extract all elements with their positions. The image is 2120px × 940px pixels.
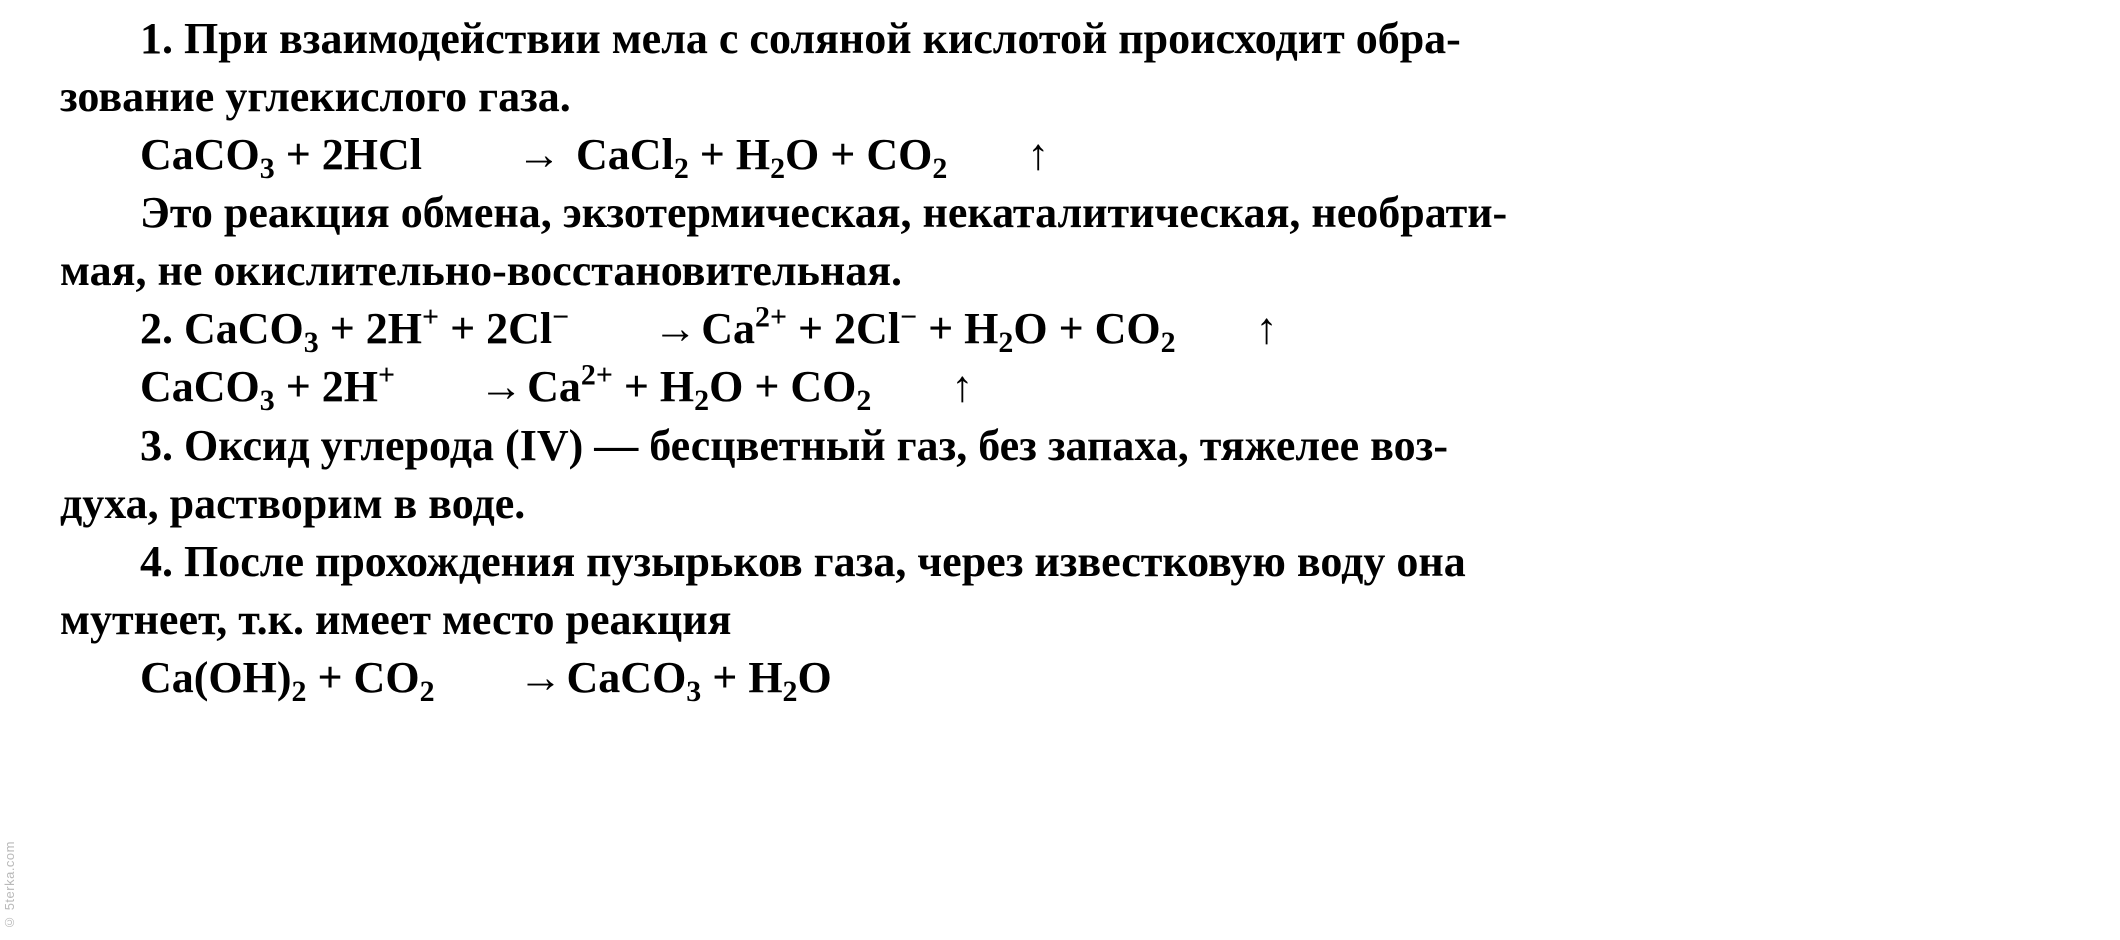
paragraph-3-line1: 3. Оксид углерода (IV) — бесцветный газ,… — [60, 417, 2080, 475]
eq2a-h2o: + H — [917, 304, 998, 353]
eq2a-cl2: + 2Cl — [787, 304, 900, 353]
eq2a-arrow: → — [569, 300, 701, 358]
eq1-rhs2: + H — [689, 130, 770, 179]
eq1-up: ↑ — [947, 126, 1049, 184]
eq1-lhs-sub: 3 — [260, 152, 275, 185]
eq4-rhs: CaCO — [567, 653, 687, 702]
eq2a-cl2-sup: − — [900, 301, 917, 334]
eq4-arrow: → — [435, 649, 567, 707]
eq2a-co2-sub: 2 — [1161, 326, 1176, 359]
equation-2b: CaCO3 + 2H+ → Ca2+ + H2O + CO2↑ — [60, 358, 2080, 416]
eq2a-h-sup: + — [422, 301, 439, 334]
paragraph-3-line2: духа, растворим в воде. — [60, 475, 2080, 533]
eq2a-ca: Ca — [701, 304, 755, 353]
eq2b-h-sup: + — [378, 359, 395, 392]
eq2b-h: + 2H — [275, 362, 378, 411]
paragraph-2-line1: Это реакция обмена, экзотермическая, нек… — [60, 184, 2080, 242]
equation-4: Ca(OH)2 + CO2 → CaCO3 + H2O — [60, 649, 2080, 707]
paragraph-1-line1: 1. При взаимодействии мела с соляной кис… — [60, 10, 2080, 68]
eq1-plus1: + 2HCl — [275, 130, 433, 179]
eq1-rhs2-sub: 2 — [770, 152, 785, 185]
paragraph-4-line1: 4. После прохождения пузырьков газа, чер… — [60, 533, 2080, 591]
eq4-h2o-sub: 2 — [783, 675, 798, 708]
eq2a-h2ob: O + CO — [1013, 304, 1160, 353]
eq1-rhs2c-sub: 2 — [932, 152, 947, 185]
eq1-lhs: CaCO — [140, 130, 260, 179]
paragraph-2-line2: мая, не окислительно-восстановительная. — [60, 242, 2080, 300]
watermark: © 5terka.com — [2, 841, 17, 930]
paragraph-4-line2: мутнеет, т.к. имеет место реакция — [60, 591, 2080, 649]
eq4-h2o: + H — [701, 653, 782, 702]
eq4-rhs-sub: 3 — [686, 675, 701, 708]
eq2b-lead-sub: 3 — [260, 384, 275, 417]
eq2a-cl-sup: − — [552, 301, 569, 334]
eq1-rhs2b: O + CO — [785, 130, 932, 179]
eq1-arrow: → — [433, 126, 565, 184]
eq2a-cl: + 2Cl — [439, 304, 552, 353]
eq4-lhs-sub: 2 — [292, 675, 307, 708]
eq2b-up: ↑ — [871, 358, 973, 416]
eq2b-co2-sub: 2 — [856, 384, 871, 417]
eq2b-arrow: → — [395, 358, 527, 416]
equation-1: CaCO3 + 2HCl → CaCl2 + H2O + CO2↑ — [60, 126, 2080, 184]
eq1-rhs1-sub: 2 — [674, 152, 689, 185]
eq2a-h: + 2H — [319, 304, 422, 353]
paragraph-1-line2: зование углекислого газа. — [60, 68, 2080, 126]
eq2b-h2o-sub: 2 — [694, 384, 709, 417]
eq2a-ca-sup: 2+ — [755, 301, 787, 334]
eq1-rhs1: CaCl — [565, 130, 674, 179]
eq4-co2: + CO — [306, 653, 419, 702]
eq2b-ca: Ca — [527, 362, 581, 411]
eq2b-h2o: + H — [613, 362, 694, 411]
equation-2a: 2. CaCO3 + 2H+ + 2Cl− → Ca2+ + 2Cl− + H2… — [60, 300, 2080, 358]
eq2a-lead: 2. CaCO — [140, 304, 304, 353]
eq2a-h2o-sub: 2 — [998, 326, 1013, 359]
eq4-lhs: Ca(OH) — [140, 653, 292, 702]
document-page: 1. При взаимодействии мела с соляной кис… — [0, 0, 2120, 717]
eq2b-lead: CaCO — [140, 362, 260, 411]
eq2b-h2ob: O + CO — [709, 362, 856, 411]
eq4-co2-sub: 2 — [420, 675, 435, 708]
eq2a-up: ↑ — [1176, 300, 1278, 358]
eq4-h2ob: O — [798, 653, 832, 702]
eq2b-ca-sup: 2+ — [581, 359, 613, 392]
eq2a-lead-sub: 3 — [304, 326, 319, 359]
